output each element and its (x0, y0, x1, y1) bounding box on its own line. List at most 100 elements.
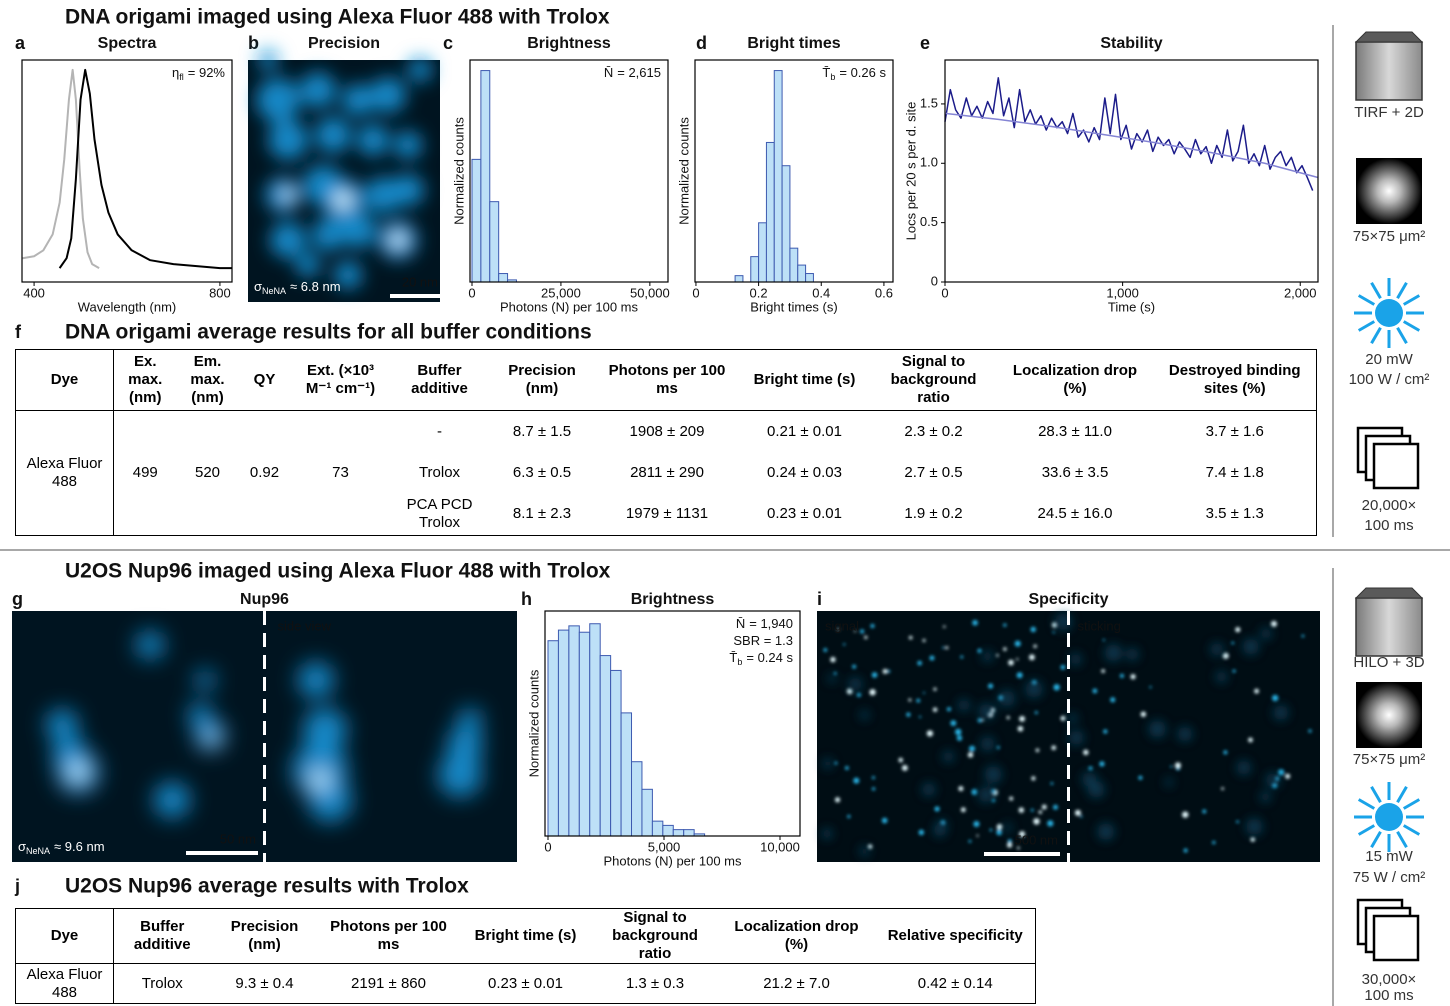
histogram-bar (568, 625, 580, 837)
localization (1007, 842, 1013, 848)
annotation-text: SBR = 1.3 (733, 633, 793, 648)
panel-title: Bright times (747, 35, 840, 52)
localization (1017, 725, 1024, 732)
body-row: Alexa Fluor 488 Trolox 9.3 ± 0.4 2191 ± 860… (15, 963, 1036, 1004)
x-tick-label: 2,000 (1284, 285, 1317, 300)
section-title: U2OS Nup96 average results with Trolox (65, 875, 469, 898)
annotation-subscript: fl (179, 72, 184, 82)
laser-ray (1402, 320, 1421, 332)
localization (932, 707, 938, 712)
localization (988, 683, 994, 689)
localization (1270, 620, 1277, 627)
localization (1035, 748, 1040, 753)
localization (867, 844, 873, 849)
histogram-bar (641, 788, 653, 837)
header-cell: Precision (nm) (488, 349, 596, 411)
annotation-symbol: N̄ (736, 616, 745, 631)
haze-spot (1265, 772, 1281, 788)
x-tick-label: 800 (209, 285, 231, 300)
localization (1060, 664, 1066, 670)
localization (1212, 840, 1216, 845)
localization (1003, 647, 1007, 651)
laser-icon (1375, 803, 1403, 831)
localization (977, 648, 982, 653)
localization (1278, 769, 1285, 776)
header-cell: Ex. max. (nm) (113, 349, 177, 411)
blob (136, 631, 164, 659)
localization (871, 776, 875, 780)
annotation: T̄b = 0.26 s (822, 65, 886, 82)
sidebar-text: 75×75 μm² (1353, 228, 1425, 245)
localization (1083, 749, 1089, 756)
localization (898, 757, 904, 763)
table-body: Alexa Fluor 488 499 520 0.92 73 - 8.7 ± 1.5 190… (15, 410, 1317, 535)
localization (918, 715, 922, 718)
scale-bar-label: 50 nm (220, 831, 256, 846)
y-tick-label: 0 (931, 273, 938, 288)
localization (1033, 818, 1040, 825)
localization (934, 806, 940, 812)
histogram-bar (620, 712, 633, 837)
histogram-bar (589, 623, 601, 837)
localization (1130, 674, 1136, 680)
annotation-symbol: σ (18, 839, 26, 854)
histogram-bar (480, 70, 491, 283)
panel-title: Stability (1100, 35, 1162, 52)
histogram-bar (498, 273, 509, 283)
localization (1223, 750, 1228, 755)
localization (929, 655, 935, 661)
localization (870, 623, 875, 629)
x-tick-label: 5,000 (648, 839, 681, 854)
laser-ray (1370, 830, 1382, 849)
header-cell: Bright time (s) (458, 908, 593, 964)
image-content (46, 631, 483, 822)
localization (847, 814, 851, 819)
sidebar-text: 100 ms (1364, 987, 1413, 1004)
header-row: Dye Ex. max. (nm) Em. max. (nm) QY Ext. (×10… (15, 349, 1317, 411)
x-tick-label: 1,000 (1106, 285, 1139, 300)
annotation-text: = 1,940 (749, 616, 793, 631)
localization (1041, 804, 1047, 810)
localization (1088, 766, 1093, 771)
localization (1031, 776, 1036, 781)
localization (1060, 715, 1066, 721)
header-cell: Buffer additive (113, 908, 211, 964)
localization (942, 646, 945, 649)
localization (860, 629, 865, 634)
blob (438, 753, 482, 797)
header-cell: Em. max. (nm) (176, 349, 239, 411)
histogram-bar (773, 70, 783, 283)
localization (901, 765, 908, 771)
data-table: Dye Buffer additive Precision (nm) Photons … (15, 908, 1036, 1004)
haze-spot (1260, 627, 1272, 640)
panel-title: Specificity (1028, 591, 1108, 608)
panel-letter: d (696, 33, 707, 53)
haze-spot (957, 699, 971, 712)
localization (836, 628, 840, 631)
sidebar-text: 20,000× (1362, 497, 1417, 514)
haze-spot (984, 765, 1002, 784)
localization (1018, 807, 1025, 813)
histogram-bar (578, 631, 591, 837)
haze-spot (1087, 781, 1105, 798)
localization (871, 672, 878, 678)
blob (258, 50, 278, 70)
localization (1236, 820, 1239, 824)
objective-icon-top (1354, 587, 1424, 599)
blob (303, 708, 347, 752)
localization (972, 619, 978, 626)
panel-letter: f (15, 322, 22, 342)
localization (1222, 652, 1229, 659)
localization (916, 698, 921, 703)
localization (1038, 810, 1043, 814)
field-icon (1356, 682, 1422, 748)
laser-ray (1402, 798, 1421, 810)
localization (1050, 782, 1054, 785)
frames-icon (1372, 442, 1420, 490)
localization (1103, 729, 1108, 734)
header-row: Dye Buffer additive Precision (nm) Photons … (15, 908, 1036, 964)
localization (1285, 773, 1291, 779)
localization (1009, 796, 1014, 801)
localization (968, 839, 972, 843)
annotation-symbol: σ (254, 279, 262, 294)
